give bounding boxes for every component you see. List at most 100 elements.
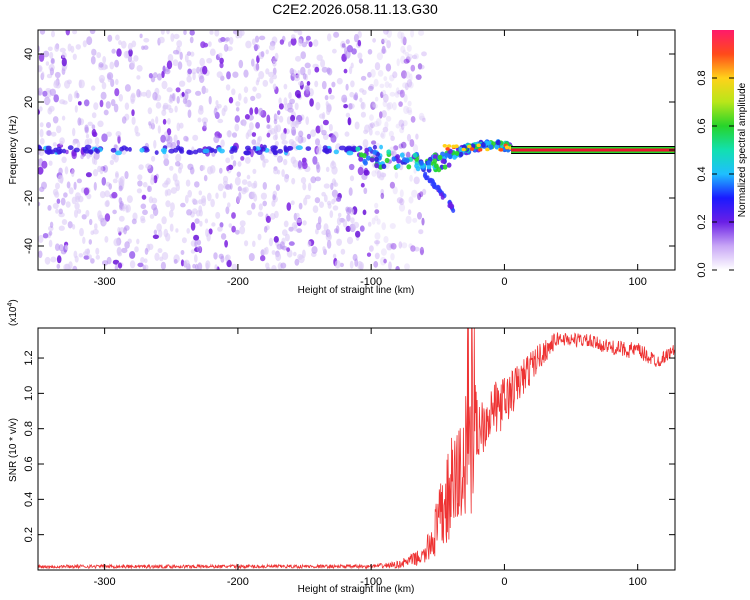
spectrogram-point	[178, 80, 186, 87]
spectrogram-point	[45, 88, 52, 93]
spectrogram-point	[372, 38, 376, 43]
spectrogram-point	[225, 254, 229, 262]
spectrogram-point	[51, 30, 55, 38]
spectrogram-point	[326, 200, 332, 206]
spectrogram-point	[225, 157, 231, 164]
spectrogram-point	[175, 87, 181, 93]
spectrogram-point	[326, 240, 332, 249]
spectrogram-point	[169, 223, 174, 232]
spectrogram-point	[295, 55, 302, 62]
spectrogram-point	[123, 227, 127, 235]
spectrogram-point	[170, 187, 177, 194]
spectrogram-point	[55, 208, 59, 214]
spectrogram-point	[264, 246, 269, 255]
colorbar-tick-label: 0.6	[696, 118, 708, 133]
spectrogram-point	[339, 262, 344, 268]
spectrogram-point	[191, 68, 198, 75]
spectrogram-carrier-point	[95, 149, 100, 154]
spectrogram-point	[96, 52, 102, 59]
spectrogram-point	[91, 48, 96, 56]
snr-series-line	[38, 328, 675, 570]
spectrogram-point	[169, 209, 174, 218]
spectrogram-point	[359, 97, 363, 103]
spectrogram-point	[131, 40, 137, 48]
spectrogram-point	[374, 130, 380, 136]
spectrogram-point	[100, 91, 107, 100]
spectrogram-point	[385, 63, 392, 72]
spectrogram-point	[289, 67, 294, 75]
spectrogram-point	[220, 37, 226, 42]
spectrogram-point	[104, 236, 109, 243]
spectrogram-point	[333, 31, 340, 38]
spectrogram-point	[134, 246, 139, 253]
spectrogram-carrier-point	[128, 147, 132, 152]
colorbar-label: Normalized spectral amplitude	[737, 82, 748, 217]
spectrogram-point	[271, 57, 278, 63]
spectrogram-point	[160, 30, 165, 35]
spectrogram-point	[160, 261, 166, 270]
spectrogram-point	[386, 30, 392, 38]
spectrogram-point	[315, 228, 319, 235]
spectrogram-carrier-point	[160, 148, 167, 153]
spectrogram-point	[183, 135, 189, 142]
spectrogram-point	[360, 111, 366, 118]
spectrogram-point	[198, 190, 203, 196]
spectrogram-point	[91, 124, 96, 130]
spectrogram-point	[257, 211, 264, 217]
spectrogram-point	[73, 91, 78, 99]
spectrogram-point	[72, 53, 77, 60]
colorbar: 0.0 0.2 0.4 0.6 0.8 Normalized spectral ampl…	[696, 30, 748, 278]
spectrogram-point	[66, 181, 71, 189]
spectrogram-carrier-point	[115, 150, 122, 156]
spectrogram-point	[244, 114, 250, 120]
spectrogram-point	[407, 53, 413, 60]
spectrogram-point	[240, 156, 245, 161]
spectrogram-point	[386, 102, 394, 110]
spectrogram-point	[115, 131, 122, 137]
spectrogram-point	[202, 65, 208, 75]
spectrogram-point	[223, 105, 228, 112]
spectrogram-x-title: Height of straight line (km)	[298, 285, 415, 296]
doppler-track-point	[446, 162, 452, 168]
spectrogram-point	[147, 185, 152, 193]
spectrogram-point	[295, 135, 301, 142]
spectrogram-point	[394, 172, 399, 179]
spectrogram-point	[340, 248, 346, 255]
spectrogram-point	[53, 94, 59, 103]
spectrogram-point	[367, 71, 372, 78]
spectrogram-point	[166, 30, 170, 35]
spectrogram-carrier-point	[186, 150, 194, 156]
spectrogram-carrier-point	[87, 149, 94, 154]
spectrogram-point	[349, 175, 355, 182]
spectrogram-point	[208, 41, 212, 47]
spectrogram-point	[405, 51, 410, 58]
spectrogram-point	[112, 209, 117, 215]
spectrogram-point	[265, 262, 270, 269]
snr-frame	[37, 327, 676, 571]
spectrogram-point	[94, 137, 100, 145]
spectrogram-point	[39, 138, 45, 145]
spectrogram-point	[337, 212, 342, 218]
spectrogram-point	[248, 253, 255, 261]
spectrogram-point	[241, 179, 248, 186]
spectrogram-point	[143, 38, 150, 43]
spectrogram-point	[254, 107, 259, 115]
spectrogram-point	[72, 265, 78, 270]
spectrogram-point	[74, 209, 78, 218]
spectrogram-point	[213, 252, 218, 260]
spectrogram-point	[177, 61, 183, 70]
spectrogram-point	[122, 205, 126, 212]
spectrogram-point	[128, 48, 133, 57]
spectrogram-point	[278, 103, 284, 110]
spectrogram-point	[196, 239, 202, 246]
doppler-track-point	[369, 157, 375, 163]
spectrogram-point	[380, 248, 387, 256]
spectrogram-point	[42, 90, 48, 97]
spectrogram-point	[78, 79, 85, 89]
spectrogram-point	[410, 116, 416, 123]
spectrogram-point	[129, 260, 136, 269]
doppler-track-point	[395, 154, 400, 160]
spectrogram-point	[382, 126, 389, 133]
spectrogram-point	[293, 251, 297, 257]
